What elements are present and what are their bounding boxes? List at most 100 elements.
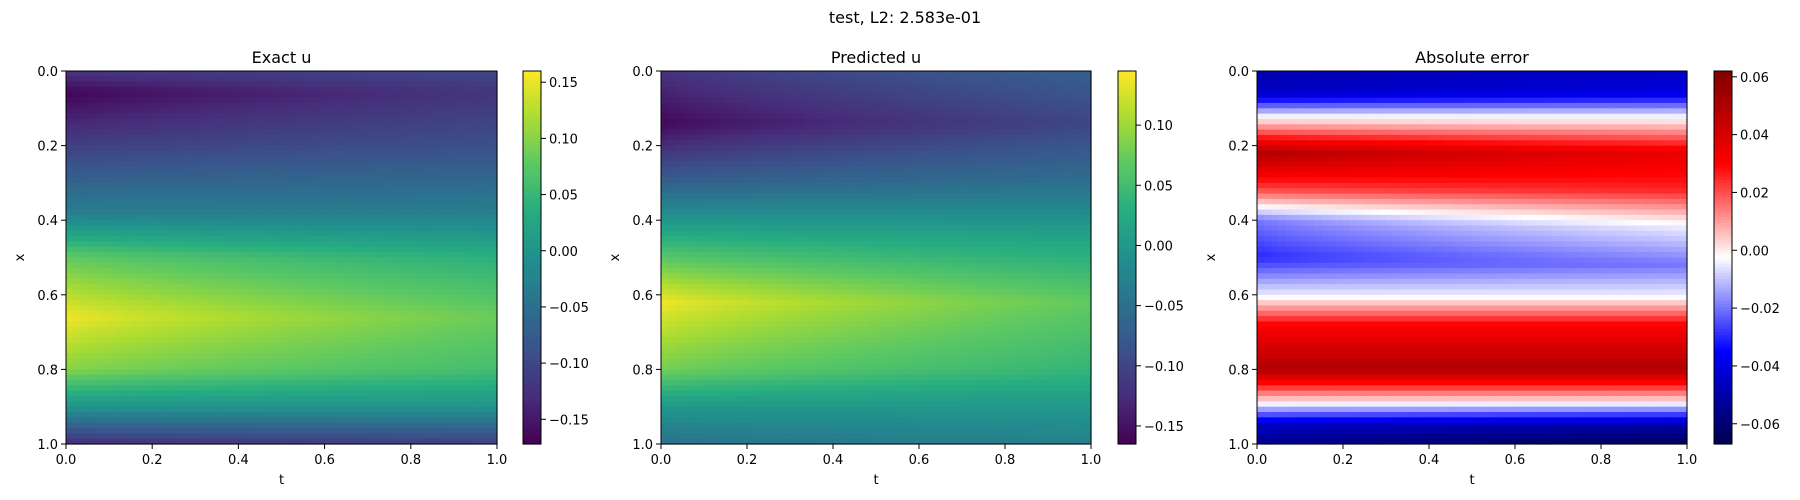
heatmap-cell [116, 129, 125, 136]
heatmap-cell [396, 150, 405, 157]
heatmap-cell [216, 108, 225, 115]
heatmap-cell [101, 177, 110, 184]
heatmap-cell [245, 353, 254, 360]
heatmap-cell [346, 390, 354, 397]
heatmap-cell [682, 412, 691, 418]
heatmap-cell [152, 422, 160, 429]
heatmap-cell [489, 257, 498, 264]
heatmap-cell [303, 433, 311, 440]
heatmap-cell [468, 284, 477, 291]
heatmap-cell [468, 278, 477, 285]
heatmap-cell [374, 342, 383, 349]
heatmap-cell [166, 348, 175, 355]
heatmap-cell [389, 166, 398, 173]
heatmap-cell [231, 348, 239, 355]
heatmap-cell [130, 305, 139, 312]
heatmap-cell [238, 374, 247, 381]
heatmap-cell [425, 220, 433, 227]
heatmap-cell [661, 294, 669, 301]
heatmap-cell [252, 268, 261, 275]
heatmap-cell [403, 225, 412, 232]
heatmap-cell [331, 438, 340, 445]
heatmap-cell [432, 390, 441, 397]
heatmap-cell [696, 129, 705, 136]
heatmap-cell [461, 294, 469, 301]
heatmap-cell [696, 257, 705, 264]
heatmap-cell [159, 433, 168, 440]
heatmap-cell [417, 396, 426, 402]
heatmap-cell [374, 401, 383, 408]
heatmap-cell [130, 273, 139, 280]
heatmap-cell [382, 406, 390, 413]
heatmap-cell [425, 214, 433, 221]
heatmap-cell [216, 406, 225, 413]
heatmap-cell [87, 262, 96, 269]
heatmap-cell [145, 220, 153, 227]
heatmap-cell [202, 396, 211, 402]
heatmap-cell [338, 225, 347, 232]
heatmap-cell [109, 113, 117, 120]
heatmap-cell [123, 390, 132, 397]
heatmap-cell [403, 102, 412, 109]
heatmap-cell [173, 156, 182, 163]
heatmap-cell [173, 246, 182, 253]
heatmap-cell [252, 412, 261, 418]
heatmap-cell [468, 166, 477, 173]
heatmap-cell [382, 305, 390, 312]
heatmap-cell [231, 390, 239, 397]
heatmap-cell [389, 236, 398, 243]
heatmap-cell [432, 140, 441, 147]
heatmap-cell [173, 182, 182, 189]
heatmap-cell [224, 278, 232, 285]
heatmap-cell [675, 76, 684, 83]
heatmap-cell [180, 358, 189, 365]
heatmap-cell [338, 108, 347, 115]
heatmap-cell [173, 113, 182, 120]
heatmap-cell [274, 401, 283, 408]
heatmap-cell [403, 433, 412, 440]
colorbar-segment [523, 294, 541, 299]
heatmap-cell [382, 284, 390, 291]
heatmap-cell [259, 118, 268, 125]
heatmap-cell [425, 369, 433, 376]
heatmap-cell [274, 71, 283, 77]
heatmap-cell [317, 145, 326, 152]
colorbar-segment [523, 89, 541, 94]
heatmap-cell [159, 342, 168, 349]
heatmap-cell [367, 236, 376, 243]
heatmap-cell [116, 102, 125, 109]
heatmap-cell [231, 294, 239, 301]
heatmap-cell [425, 97, 433, 104]
heatmap-cell [152, 401, 160, 408]
heatmap-cell [346, 422, 354, 429]
heatmap-cell [389, 198, 398, 205]
heatmap-cell [130, 252, 139, 259]
heatmap-cell [338, 86, 347, 93]
heatmap-cell [195, 268, 204, 275]
heatmap-cell [152, 124, 160, 131]
heatmap-cell [195, 225, 204, 232]
heatmap-cell [195, 316, 204, 323]
heatmap-cell [482, 353, 491, 360]
heatmap-cell [360, 412, 369, 418]
heatmap-cell [675, 118, 684, 125]
heatmap-cell [130, 278, 139, 285]
heatmap-cell [661, 145, 669, 152]
heatmap-cell [331, 108, 340, 115]
heatmap-cell [209, 422, 218, 429]
heatmap-cell [453, 225, 462, 232]
heatmap-cell [346, 284, 354, 291]
heatmap-cell [295, 358, 304, 365]
heatmap-cell [145, 380, 153, 386]
heatmap-cell [274, 262, 283, 269]
heatmap-cell [66, 380, 74, 386]
heatmap-cell [668, 204, 676, 211]
heatmap-cell [675, 300, 684, 307]
heatmap-cell [432, 428, 441, 434]
heatmap-cell [94, 246, 103, 253]
heatmap-cell [446, 102, 455, 109]
heatmap-cell [159, 390, 168, 397]
heatmap-cell [353, 262, 362, 269]
heatmap-cell [704, 172, 712, 179]
heatmap-cell [425, 86, 433, 93]
